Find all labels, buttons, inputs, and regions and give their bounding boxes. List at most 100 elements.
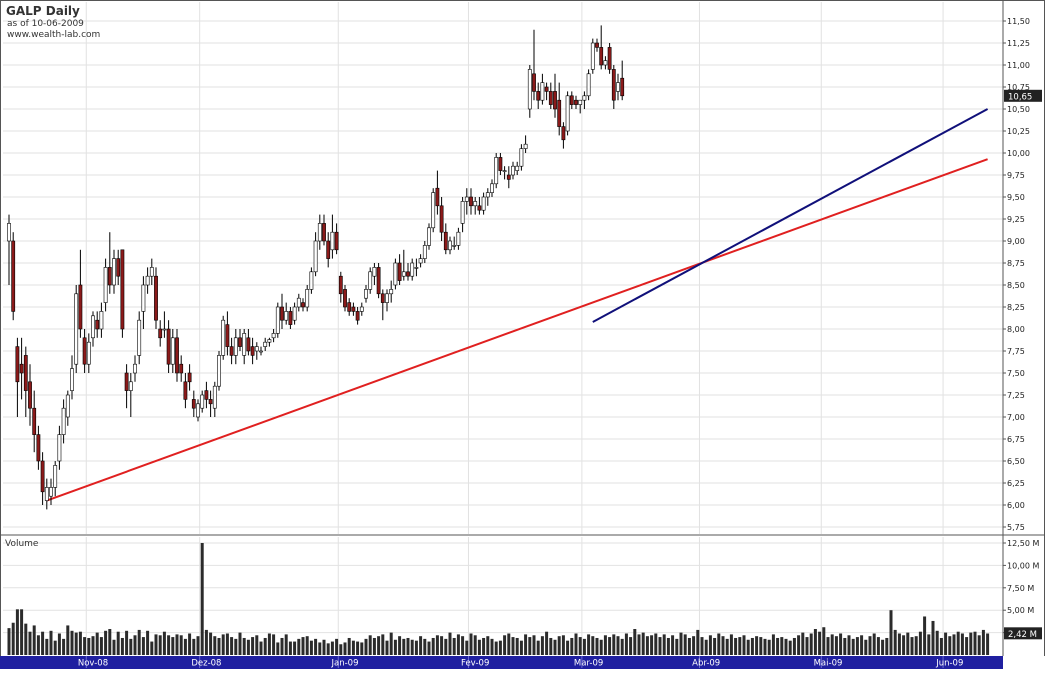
candle-up bbox=[364, 289, 368, 299]
candle-up bbox=[590, 42, 595, 70]
volume-bar bbox=[322, 639, 326, 655]
volume-bar bbox=[864, 639, 868, 655]
price-tick-label: 11,50 bbox=[1007, 17, 1030, 26]
volume-bar bbox=[969, 632, 973, 655]
volume-bar bbox=[221, 634, 225, 655]
candle-up bbox=[494, 157, 499, 185]
volume-bar bbox=[490, 638, 494, 655]
volume-bar bbox=[679, 632, 683, 655]
candle-up bbox=[112, 258, 116, 286]
volume-bar bbox=[314, 638, 318, 655]
volume-bar bbox=[981, 629, 985, 655]
volume-bar bbox=[326, 643, 330, 655]
volume-bar bbox=[465, 640, 469, 655]
volume-bar bbox=[280, 637, 284, 655]
volume-bar bbox=[902, 635, 906, 655]
volume-bar bbox=[36, 635, 40, 655]
volume-bar bbox=[301, 637, 305, 655]
chart-source-url[interactable]: www.wealth-lab.com bbox=[7, 30, 101, 40]
volume-bar bbox=[721, 636, 725, 655]
candle-up bbox=[527, 69, 532, 110]
volume-bar bbox=[368, 635, 372, 655]
volume-bar bbox=[444, 638, 448, 655]
candle-down bbox=[82, 337, 87, 365]
volume-bar bbox=[129, 638, 133, 655]
candle-up bbox=[99, 311, 104, 330]
volume-bar bbox=[146, 630, 150, 655]
candle-up bbox=[221, 319, 226, 356]
candle-down bbox=[183, 381, 188, 400]
candle-up bbox=[57, 434, 62, 462]
volume-bar bbox=[440, 636, 444, 655]
candle-down bbox=[351, 306, 356, 312]
volume-bar bbox=[792, 637, 796, 655]
volume-bar bbox=[545, 631, 549, 655]
volume-bar bbox=[780, 637, 784, 655]
candle-up bbox=[456, 231, 461, 246]
candle-down bbox=[28, 381, 32, 409]
volume-bar bbox=[729, 634, 733, 655]
candle-down bbox=[288, 311, 293, 325]
volume-bar bbox=[914, 636, 918, 655]
volume-bar bbox=[675, 638, 679, 655]
volume-bar bbox=[700, 637, 704, 655]
volume-bar bbox=[125, 630, 129, 655]
candle-up bbox=[523, 143, 528, 149]
volume-bar bbox=[377, 636, 381, 655]
candle-up bbox=[103, 267, 108, 303]
volume-bar bbox=[637, 634, 641, 655]
volume-bar bbox=[431, 637, 435, 655]
candle-down bbox=[620, 77, 625, 97]
volume-bar bbox=[120, 637, 124, 655]
volume-bar bbox=[494, 641, 498, 655]
volume-bar bbox=[385, 640, 389, 655]
volume-bar bbox=[414, 640, 418, 655]
volume-bar bbox=[801, 632, 805, 655]
volume-bar bbox=[200, 543, 204, 655]
price-tick-label: 7,50 bbox=[1007, 369, 1025, 378]
volume-bar bbox=[574, 633, 578, 655]
volume-bar bbox=[872, 633, 876, 655]
volume-bar bbox=[683, 634, 687, 655]
volume-tick-label: 12,50 M bbox=[1007, 539, 1039, 548]
volume-bar bbox=[83, 637, 87, 655]
volume-bar bbox=[708, 635, 712, 655]
volume-bar bbox=[876, 637, 880, 655]
volume-bar bbox=[553, 639, 557, 655]
volume-bar bbox=[482, 637, 486, 655]
candle-down bbox=[355, 311, 360, 321]
candle-up bbox=[431, 192, 436, 229]
volume-bar bbox=[360, 642, 364, 655]
date-axis-corner bbox=[1003, 656, 1045, 669]
candle-up bbox=[464, 196, 469, 202]
price-tick-label: 9,00 bbox=[1007, 237, 1025, 246]
volume-bar bbox=[897, 633, 901, 655]
candle-up bbox=[44, 487, 49, 501]
volume-bar bbox=[213, 636, 217, 655]
volume-bar bbox=[965, 637, 969, 655]
date-axis-label: Jun-09 bbox=[935, 659, 963, 669]
volume-bar bbox=[750, 637, 754, 655]
volume-bar bbox=[528, 637, 532, 655]
candle-down bbox=[11, 240, 16, 312]
volume-bar bbox=[587, 634, 591, 655]
volume-bar bbox=[251, 637, 255, 655]
candle-down bbox=[124, 372, 129, 391]
volume-bar bbox=[49, 630, 53, 655]
volume-bar bbox=[805, 637, 809, 655]
volume-bar bbox=[24, 623, 28, 655]
volume-bar bbox=[112, 639, 116, 655]
volume-bar bbox=[566, 640, 570, 655]
volume-bar bbox=[7, 628, 11, 655]
candle-down bbox=[536, 91, 541, 101]
volume-bar bbox=[150, 641, 154, 655]
volume-bar bbox=[196, 636, 200, 655]
volume-bar bbox=[347, 637, 351, 655]
volume-bar bbox=[717, 633, 721, 655]
candle-down bbox=[301, 302, 305, 308]
volume-bar bbox=[956, 631, 960, 655]
candle-down bbox=[19, 363, 24, 374]
candle-up bbox=[515, 165, 520, 171]
volume-bar bbox=[427, 641, 431, 655]
